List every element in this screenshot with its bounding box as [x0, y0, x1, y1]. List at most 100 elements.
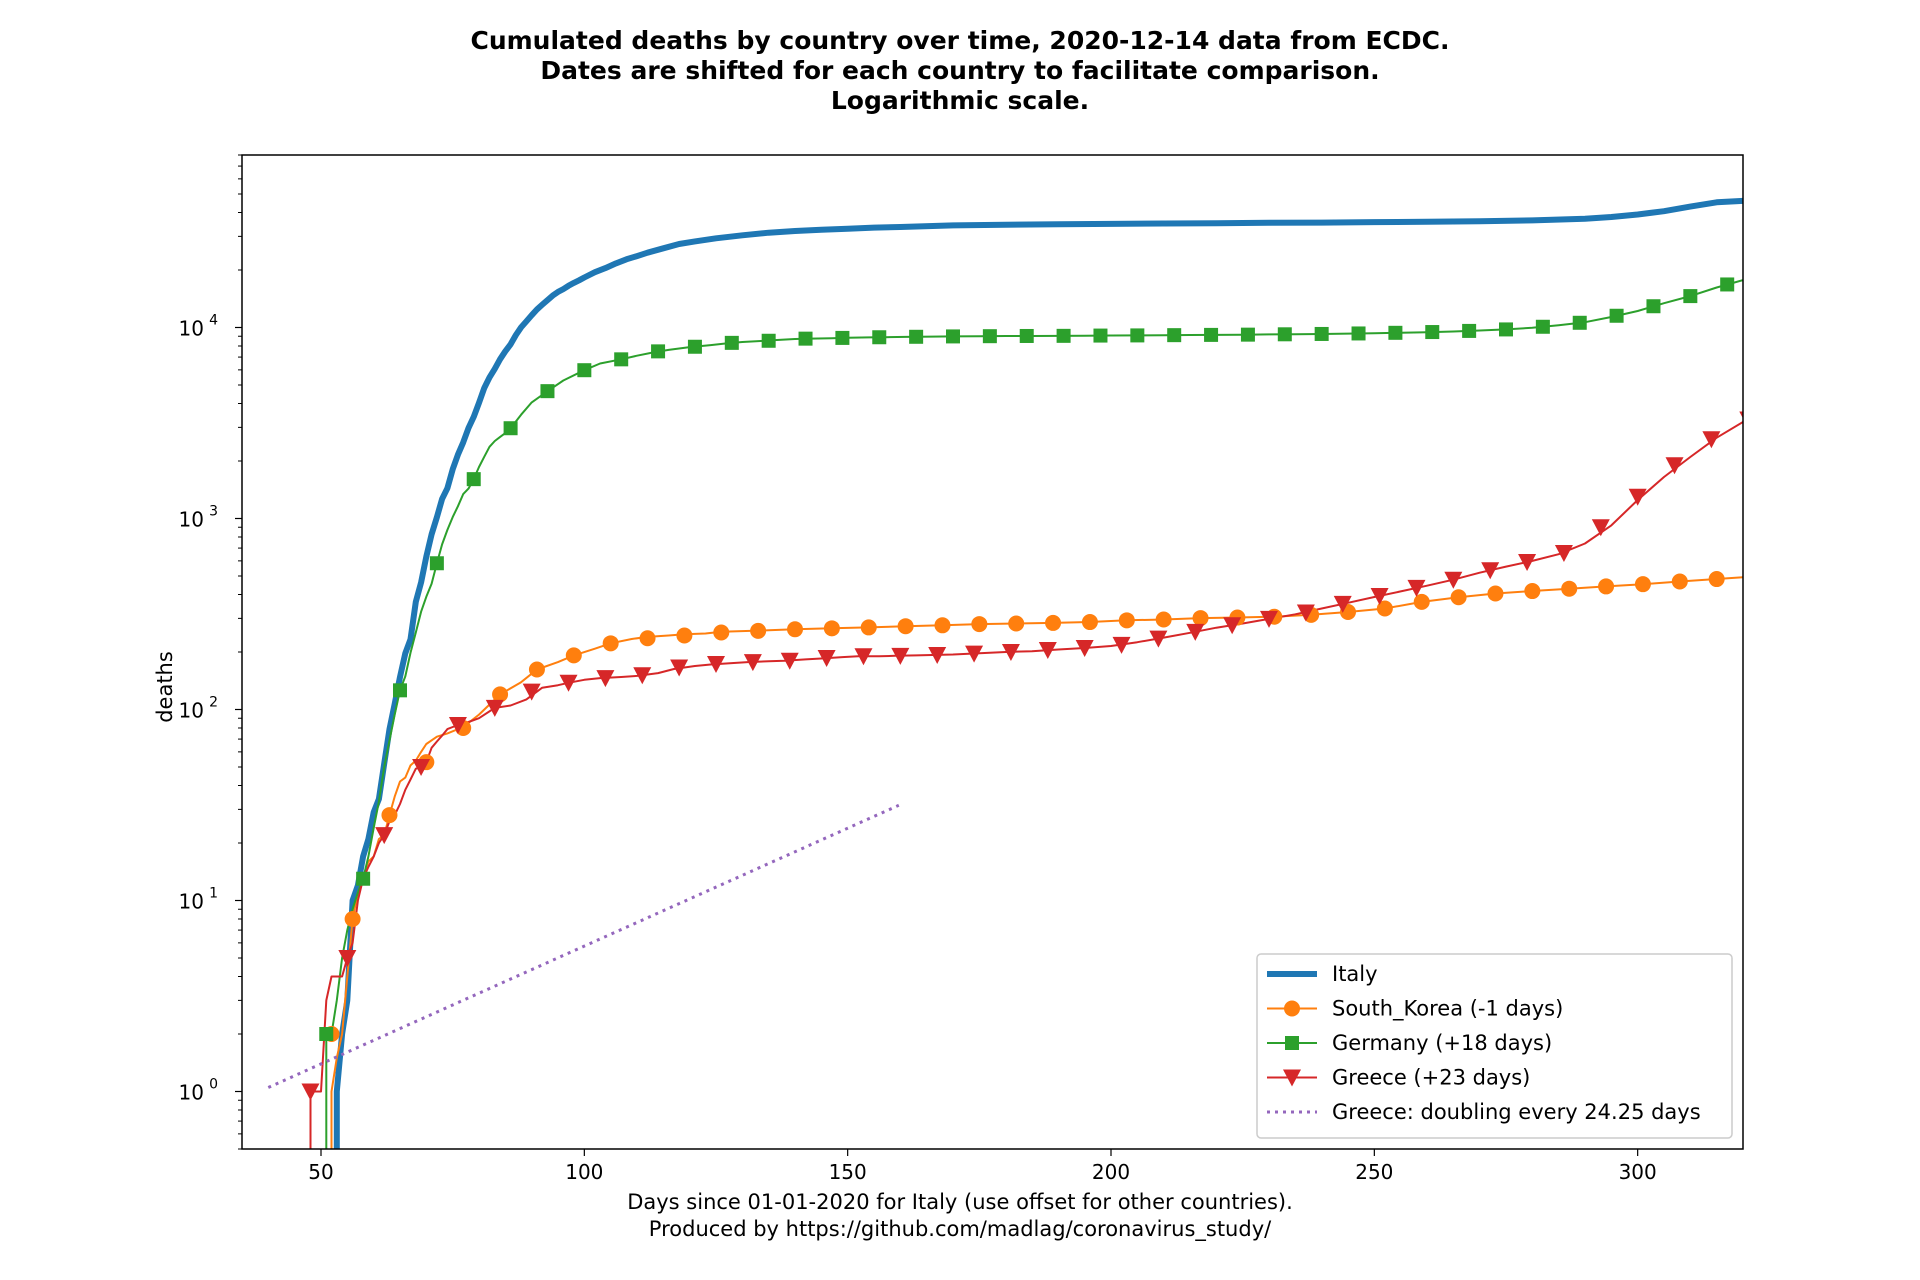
legend-box	[1256, 953, 1733, 1139]
data-point-greece-23-days-15	[854, 648, 873, 666]
y-tick-exponent-10000: 4	[209, 312, 218, 328]
data-point-greece-23-days-12	[743, 654, 762, 672]
data-point-greece-23-days-32	[1481, 562, 1500, 580]
y-tick-exponent-10: 1	[209, 886, 218, 902]
plot-area	[267, 197, 1743, 1149]
data-point-germany-18-days-36	[1646, 299, 1661, 314]
data-point-greece-23-days-39	[1739, 411, 1743, 419]
legend-swatch-marker-greece-23-days	[1283, 1069, 1301, 1087]
data-point-germany-18-days-18	[982, 329, 997, 344]
x-tick-label-50: 50	[308, 1160, 333, 1184]
data-point-germany-18-days-33	[1535, 319, 1550, 334]
data-point-germany-18-days-37	[1683, 289, 1698, 304]
data-point-germany-18-days-19	[1019, 328, 1034, 343]
data-point-germany-18-days-17	[946, 329, 960, 344]
y-tick-label-1000: 10	[179, 507, 204, 531]
data-point-germany-18-days-4	[466, 472, 481, 487]
data-point-greece-23-days-28	[1333, 595, 1352, 613]
data-point-south-korea-1-days-32	[1487, 585, 1504, 602]
legend-entry-south-korea-1-days: South_Korea (-1 days)	[1332, 997, 1563, 1022]
x-tick-label-250: 250	[1355, 1160, 1393, 1184]
data-point-south-korea-1-days-10	[676, 627, 693, 644]
data-point-germany-18-days-28	[1351, 326, 1366, 341]
data-point-germany-18-days-30	[1425, 325, 1440, 340]
data-point-greece-23-days-33	[1518, 553, 1537, 571]
data-point-germany-18-days-7	[577, 363, 592, 378]
data-point-greece-23-days-23	[1149, 630, 1168, 648]
x-tick-label-150: 150	[829, 1160, 867, 1184]
data-point-south-korea-1-days-20	[1045, 614, 1062, 631]
data-point-germany-18-days-22	[1130, 328, 1145, 343]
data-point-greece-23-days-24	[1186, 623, 1205, 641]
legend-swatch-marker-germany-18-days	[1285, 1036, 1299, 1050]
data-point-germany-18-days-5	[503, 421, 518, 436]
data-point-south-korea-1-days-21	[1081, 614, 1098, 631]
data-point-germany-18-days-26	[1277, 327, 1292, 342]
data-point-south-korea-1-days-18	[971, 616, 988, 633]
y-tick-label-10000: 10	[179, 316, 204, 340]
data-point-greece-23-days-30	[1407, 579, 1426, 597]
data-point-germany-18-days-27	[1314, 326, 1329, 341]
data-point-south-korea-1-days-33	[1524, 583, 1541, 600]
data-point-greece-23-days-19	[1001, 644, 1020, 661]
data-point-germany-18-days-10	[687, 339, 702, 354]
data-point-germany-18-days-1	[356, 871, 371, 886]
data-point-south-korea-1-days-24	[1192, 610, 1209, 627]
data-point-south-korea-1-days-14	[823, 620, 840, 637]
data-point-greece-23-days-36	[1628, 488, 1647, 506]
data-point-greece-23-days-7	[559, 674, 578, 692]
data-point-greece-23-days-16	[891, 647, 910, 665]
y-tick-label-100: 10	[179, 698, 204, 722]
data-point-germany-18-days-6	[540, 384, 555, 399]
data-point-germany-18-days-8	[614, 352, 629, 367]
data-point-greece-23-days-9	[633, 667, 652, 685]
x-tick-label-300: 300	[1619, 1160, 1657, 1184]
y-tick-exponent-1000: 3	[209, 503, 218, 519]
legend-entry-germany-18-days: Germany (+18 days)	[1332, 1031, 1552, 1055]
data-point-germany-18-days-29	[1388, 325, 1403, 340]
data-point-germany-18-days-11	[724, 335, 739, 350]
y-tick-label-10: 10	[179, 890, 204, 914]
data-point-greece-23-days-29	[1370, 587, 1389, 605]
legend: Italy South_Korea (-1 days) Germany (+18 d…	[1256, 953, 1733, 1139]
data-point-south-korea-1-days-7	[565, 647, 582, 664]
data-point-south-korea-1-days-6	[528, 661, 545, 678]
data-point-south-korea-1-days-36	[1634, 576, 1651, 593]
data-point-germany-18-days-21	[1093, 328, 1108, 343]
y-axis-label: deaths	[153, 651, 177, 723]
data-point-south-korea-1-days-23	[1155, 611, 1172, 628]
series-line-italy	[333, 197, 1743, 1149]
series-line-greece-doubling-every-24-25-days	[267, 803, 900, 1089]
data-point-south-korea-1-days-29	[1376, 600, 1393, 617]
data-point-germany-18-days-15	[872, 330, 887, 345]
data-point-greece-23-days-2	[375, 827, 394, 845]
data-point-greece-23-days-20	[1038, 641, 1057, 659]
data-point-germany-18-days-20	[1056, 328, 1071, 343]
data-point-south-korea-1-days-31	[1450, 589, 1467, 606]
data-point-south-korea-1-days-34	[1561, 580, 1578, 597]
legend-entry-greece-23-days: Greece (+23 days)	[1332, 1066, 1530, 1090]
data-point-germany-18-days-2	[393, 683, 407, 698]
data-point-greece-23-days-4	[448, 716, 467, 734]
data-point-germany-18-days-34	[1572, 315, 1587, 330]
data-point-germany-18-days-25	[1240, 327, 1255, 342]
data-point-south-korea-1-days-30	[1413, 593, 1430, 610]
legend-swatch-marker-south-korea-1-days	[1284, 1000, 1300, 1017]
data-point-south-korea-1-days-37	[1671, 573, 1688, 590]
data-point-south-korea-1-days-2	[381, 807, 398, 824]
data-point-greece-23-days-31	[1444, 571, 1463, 589]
data-point-germany-18-days-31	[1462, 323, 1477, 338]
data-point-greece-23-days-6	[522, 683, 541, 701]
chart-title-line-1: Cumulated deaths by country over time, 2…	[470, 26, 1450, 55]
data-point-greece-23-days-27	[1296, 604, 1315, 622]
data-point-south-korea-1-days-11	[713, 624, 730, 641]
series-markers-germany-18-days	[319, 277, 1735, 1042]
x-axis-label-line-2: Produced by https://github.com/madlag/co…	[648, 1217, 1272, 1241]
data-point-greece-23-days-35	[1591, 519, 1610, 537]
data-point-germany-18-days-23	[1167, 328, 1182, 343]
data-point-greece-23-days-37	[1665, 457, 1684, 475]
data-point-germany-18-days-13	[798, 331, 813, 346]
data-point-south-korea-1-days-13	[787, 621, 803, 638]
data-point-south-korea-1-days-15	[860, 619, 877, 636]
